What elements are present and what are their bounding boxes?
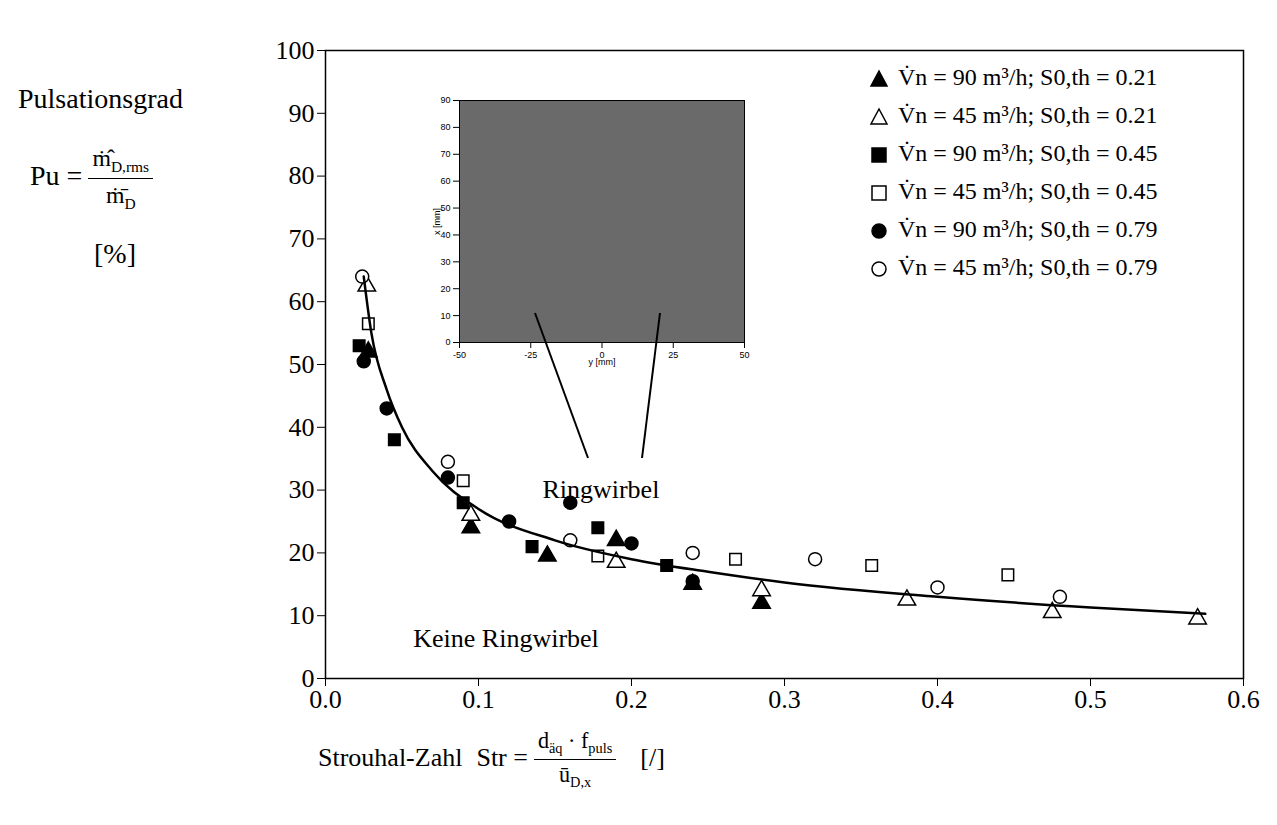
svg-text:Keine Ringwirbel: Keine Ringwirbel <box>413 624 599 653</box>
svg-text:y [mm]: y [mm] <box>589 357 616 367</box>
svg-text:20: 20 <box>289 538 315 567</box>
svg-text:100: 100 <box>276 36 315 65</box>
svg-text:40: 40 <box>440 230 450 240</box>
svg-text:25: 25 <box>668 350 678 360</box>
html-text:Strouhal-Zahl: Strouhal-Zahl <box>318 742 463 772</box>
svg-text:70: 70 <box>289 224 315 253</box>
svg-text:0.3: 0.3 <box>768 685 801 714</box>
svg-text:0: 0 <box>445 337 450 347</box>
svg-text:60: 60 <box>440 176 450 186</box>
svg-text:30: 30 <box>440 257 450 267</box>
html-text:V̇n = 45 m³/h; S0,th = 0.45: V̇n = 45 m³/h; S0,th = 0.45 <box>898 178 1158 204</box>
html-text:Str =: Str = <box>476 742 528 772</box>
html-text:ṁ̄D: ṁ̄D <box>105 181 136 212</box>
html-text:V̇n = 90 m³/h; S0,th = 0.79: V̇n = 90 m³/h; S0,th = 0.79 <box>898 216 1158 242</box>
svg-text:0: 0 <box>599 349 605 360</box>
html-text:ṁ̂D,rms: ṁ̂D,rms <box>92 144 150 175</box>
svg-text:0.6: 0.6 <box>1227 685 1260 714</box>
html-text:däq· fpuls: däq· fpuls <box>537 728 613 757</box>
html-text:V̇n = 45 m³/h; S0,th = 0.21: V̇n = 45 m³/h; S0,th = 0.21 <box>898 102 1158 128</box>
svg-text:0.2: 0.2 <box>615 685 648 714</box>
html-text:V̇n = 90 m³/h; S0,th = 0.45: V̇n = 90 m³/h; S0,th = 0.45 <box>898 140 1158 166</box>
svg-text:10: 10 <box>440 310 450 320</box>
svg-text:0: 0 <box>301 663 315 693</box>
svg-text:50: 50 <box>739 350 749 360</box>
svg-text:-50: -50 <box>453 350 466 360</box>
html-text:Pulsationsgrad: Pulsationsgrad <box>18 83 183 114</box>
svg-text:70: 70 <box>440 149 450 159</box>
html-text:V̇n = 45 m³/h; S0,th = 0.79: V̇n = 45 m³/h; S0,th = 0.79 <box>898 254 1158 280</box>
svg-text:0.4: 0.4 <box>921 685 954 714</box>
svg-text:50: 50 <box>440 203 450 213</box>
svg-text:20: 20 <box>440 284 450 294</box>
svg-text:Ringwirbel: Ringwirbel <box>542 475 659 504</box>
svg-text:-25: -25 <box>524 350 537 360</box>
svg-text:60: 60 <box>289 287 315 316</box>
svg-text:80: 80 <box>289 161 315 190</box>
svg-text:50: 50 <box>289 350 315 379</box>
svg-text:90: 90 <box>289 99 315 128</box>
svg-text:40: 40 <box>289 413 315 442</box>
html-text:Pu =: Pu = <box>30 159 83 191</box>
svg-text:0.1: 0.1 <box>462 685 495 714</box>
svg-text:0.0: 0.0 <box>309 685 342 714</box>
svg-text:0.5: 0.5 <box>1074 685 1107 714</box>
svg-text:80: 80 <box>440 122 450 132</box>
html-text:ūD,x: ūD,x <box>559 762 592 791</box>
svg-text:30: 30 <box>289 475 315 504</box>
svg-text:x [mm]: x [mm] <box>432 208 442 235</box>
html-text:V̇n = 90 m³/h; S0,th = 0.21: V̇n = 90 m³/h; S0,th = 0.21 <box>898 64 1158 90</box>
svg-text:90: 90 <box>440 95 450 105</box>
svg-text:10: 10 <box>289 601 315 630</box>
